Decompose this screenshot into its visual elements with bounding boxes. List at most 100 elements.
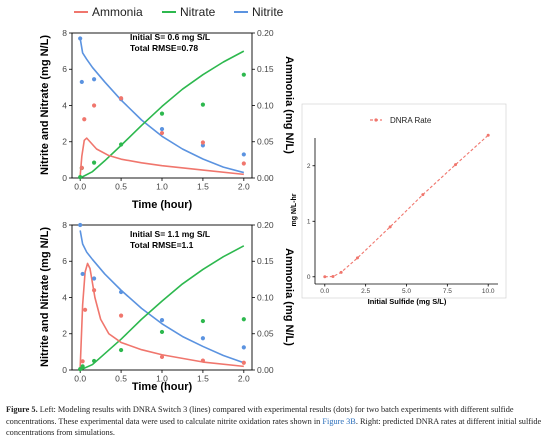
caption-figure-link[interactable]: Figure 3B	[322, 416, 356, 426]
dnra-rate-point	[388, 225, 392, 229]
dnra-points	[323, 133, 490, 279]
nitrate-model-line	[79, 245, 245, 371]
x-axis-label: Time (hour)	[132, 199, 193, 211]
y-axis-label-right: Ammonia (mg N/L)	[283, 56, 295, 154]
x-axis-ticks: 0.0 0.5 1.0 1.5 2.0	[74, 178, 250, 192]
ammonia-model-line	[79, 262, 244, 368]
x-tick-label: 0.5	[115, 374, 127, 384]
ammonia-observed-point	[118, 96, 124, 101]
model-lines	[79, 230, 245, 371]
x-tick-label: 0.0	[320, 288, 329, 295]
observed-points	[78, 36, 246, 180]
y-axis-label-left: Nitrite and Nitrate (mg N/L)	[39, 35, 51, 175]
x-tick-label: 0.0	[74, 374, 86, 384]
nitrite-observed-point	[241, 345, 246, 350]
ammonia-observed-point	[91, 103, 97, 108]
y-tick-label: 0	[62, 173, 67, 183]
y-axis-label-left: Nitrite and Nitrate (mg N/L)	[39, 227, 51, 367]
y-tick-label: 2	[62, 329, 67, 339]
series-legend: Ammonia Nitrate Nitrite	[74, 5, 284, 19]
y-tick-label: 8	[62, 28, 67, 38]
x-axis-label: Initial Sulfide (mg S/L)	[368, 297, 447, 306]
x-tick-label: 5.0	[402, 288, 411, 295]
x-axis-label: Time (hour)	[132, 381, 193, 393]
legend-label-nitrate: Nitrate	[180, 5, 216, 19]
annotation-initial-sulfide: Initial S= 1.1 mg S/L	[130, 229, 210, 239]
dnra-rate-point	[421, 193, 425, 197]
nitrite-observed-point	[78, 36, 83, 41]
y-tick-label: 2	[62, 137, 67, 147]
x-axis-ticks: 0.0 0.5 1.0 1.5 2.0	[74, 370, 250, 384]
dnra-rate-point	[355, 256, 359, 260]
y-axis-ticks: 0 1 2	[307, 163, 315, 281]
nitrate-observed-point	[200, 102, 206, 107]
nitrite-observed-point	[159, 126, 165, 132]
right-tick-label: 0.15	[257, 256, 274, 266]
y-tick-label: 4	[62, 100, 67, 110]
y-axis-ticks-left: 0 2 4 6 8	[62, 220, 72, 375]
y-tick-label: 6	[62, 256, 67, 266]
right-tick-label: 0.20	[257, 28, 274, 38]
caption-text-1: Left: Modeling results with DNRA Switch …	[6, 405, 514, 426]
y-axis-ticks-right: 0.00 0.05 0.10 0.15 0.20	[252, 220, 274, 375]
model-lines	[79, 38, 245, 179]
legend-marker-dnra	[374, 118, 378, 122]
nitrite-observed-point	[91, 276, 97, 281]
dnra-rate-point	[323, 275, 327, 279]
nitrate-observed-point	[80, 364, 85, 369]
dnra-rate-line	[324, 134, 489, 278]
ammonia-observed-point	[241, 360, 246, 365]
x-axis-ticks: 0.0 2.5 5.0 7.5 10.0	[320, 284, 495, 295]
panel-background	[301, 103, 507, 299]
y-tick-label: 6	[62, 64, 67, 74]
nitrite-model-line	[79, 38, 245, 174]
ammonia-observed-point	[200, 358, 206, 363]
dnra-line	[324, 134, 489, 278]
top-left-chart: Initial S= 0.6 mg S/L Total RMSE=0.78 Ti…	[39, 28, 295, 211]
figure-canvas: Ammonia Nitrate Nitrite Initial S= 0.6 m…	[39, 5, 507, 393]
right-tick-label: 0.00	[257, 365, 274, 375]
right-tick-label: 0.00	[257, 173, 274, 183]
y-axis-label-right: Ammonia (mg N/L)	[283, 248, 295, 346]
y-tick-label: 0	[62, 365, 67, 375]
dnra-rate-point	[486, 133, 490, 137]
dnra-rate-point	[331, 275, 335, 279]
nitrite-observed-point	[91, 77, 97, 82]
x-tick-label: 2.0	[238, 374, 250, 384]
nitrite-observed-point	[80, 271, 85, 277]
right-tick-label: 0.05	[257, 329, 274, 339]
right-tick-label: 0.10	[257, 100, 274, 110]
caption-label: Figure 5.	[6, 405, 38, 414]
nitrate-observed-point	[159, 111, 165, 116]
ammonia-observed-point	[91, 288, 97, 293]
nitrite-observed-point	[200, 336, 206, 341]
legend-label-dnra: DNRA Rate	[390, 116, 432, 125]
ammonia-observed-point	[79, 165, 84, 170]
nitrate-observed-point	[159, 329, 165, 335]
x-tick-label: 1.5	[197, 182, 209, 192]
ammonia-observed-point	[241, 161, 246, 166]
y-tick-label: 4	[62, 292, 67, 302]
x-tick-label: 1.0	[156, 374, 168, 384]
nitrite-observed-point	[118, 289, 124, 295]
nitrate-observed-point	[241, 72, 246, 77]
nitrate-observed-point	[200, 318, 206, 324]
y-tick-label: 2	[307, 163, 311, 170]
annotation-rmse: Total RMSE=1.1	[130, 240, 194, 250]
nitrite-observed-point	[159, 318, 165, 323]
x-tick-label: 10.0	[482, 288, 495, 295]
dnra-rate-point	[454, 163, 458, 167]
ammonia-observed-point	[159, 354, 165, 360]
ammonia-observed-point	[200, 140, 206, 145]
figure-caption: Figure 5. Left: Modeling results with DN…	[6, 404, 550, 439]
dnra-rate-point	[339, 270, 343, 274]
x-tick-label: 0.5	[115, 182, 127, 192]
ammonia-observed-point	[80, 359, 85, 364]
ammonia-observed-point	[82, 117, 87, 122]
annotation-rmse: Total RMSE=0.78	[130, 43, 198, 53]
x-tick-label: 7.5	[443, 288, 452, 295]
x-tick-label: 0.0	[74, 182, 86, 192]
x-tick-label: 1.5	[197, 374, 209, 384]
nitrate-observed-point	[91, 358, 97, 364]
observed-points	[78, 222, 246, 372]
